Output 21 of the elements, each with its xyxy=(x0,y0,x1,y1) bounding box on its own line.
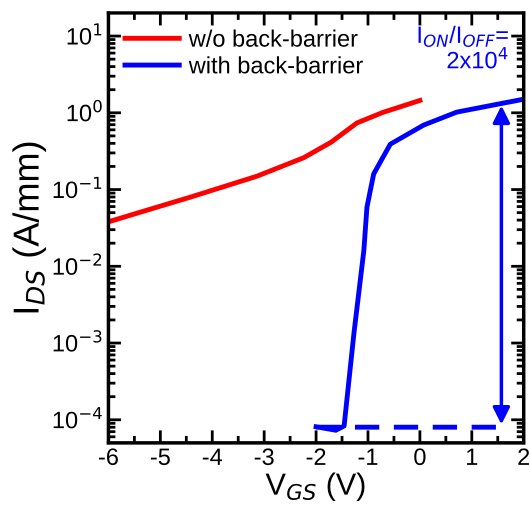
x-tick-label: -4 xyxy=(202,448,222,465)
x-tick-label: -1 xyxy=(358,448,378,465)
x-tick-label: -3 xyxy=(254,448,274,466)
x-tick-label: -6 xyxy=(98,448,118,466)
y-tick-label: 10$^{0}$ xyxy=(68,100,102,122)
x-tick-label: -5 xyxy=(150,448,170,466)
y-tick-label: 10$^{−1}$ xyxy=(54,176,102,198)
y-tick-label: 10$^{−3}$ xyxy=(54,330,102,352)
y-tick-label: 10$^{1}$ xyxy=(68,23,102,45)
annotation: I$_{ON}$/I$_{OFF}$= 2x10$^{4}$ xyxy=(418,26,508,68)
legend-label: w/o back-barrier xyxy=(188,29,358,47)
y-axis-title: I$_{DS}$ (A/mm) xyxy=(12,142,46,312)
y-tick-label: 10$^{−2}$ xyxy=(54,253,102,275)
x-tick-label: 0 xyxy=(414,448,426,466)
x-axis-title: V$_{GS}$ (V) xyxy=(266,472,364,502)
legend-label: with back-barrier xyxy=(188,56,363,74)
x-tick-label: 2 xyxy=(518,448,529,465)
x-tick-label: -2 xyxy=(306,448,326,465)
y-tick-label: 10$^{−4}$ xyxy=(54,407,102,428)
line-series xyxy=(108,98,422,224)
x-tick-label: 1 xyxy=(467,448,478,465)
